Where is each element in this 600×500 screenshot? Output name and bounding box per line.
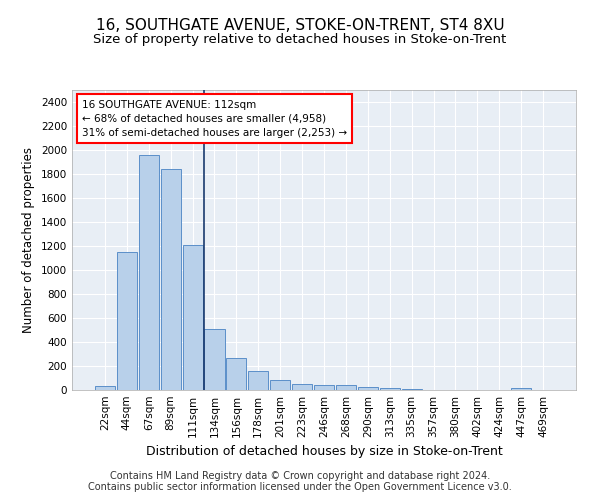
Bar — [117, 252, 137, 390]
Bar — [248, 372, 268, 390]
Bar — [292, 384, 312, 390]
Bar — [139, 155, 159, 390]
Text: 16 SOUTHGATE AVENUE: 112sqm
← 68% of detached houses are smaller (4,958)
31% of : 16 SOUTHGATE AVENUE: 112sqm ← 68% of det… — [82, 100, 347, 138]
Bar — [314, 384, 334, 390]
Bar — [161, 169, 181, 390]
Y-axis label: Number of detached properties: Number of detached properties — [22, 147, 35, 333]
Bar — [182, 245, 203, 390]
Bar — [336, 385, 356, 390]
Bar — [401, 389, 422, 390]
Bar — [95, 386, 115, 390]
Text: Contains HM Land Registry data © Crown copyright and database right 2024.
Contai: Contains HM Land Registry data © Crown c… — [88, 471, 512, 492]
Bar — [380, 388, 400, 390]
Bar — [226, 358, 247, 390]
Bar — [511, 388, 531, 390]
Bar — [358, 387, 378, 390]
Bar — [205, 329, 224, 390]
Text: Size of property relative to detached houses in Stoke-on-Trent: Size of property relative to detached ho… — [94, 32, 506, 46]
Bar — [270, 380, 290, 390]
Text: 16, SOUTHGATE AVENUE, STOKE-ON-TRENT, ST4 8XU: 16, SOUTHGATE AVENUE, STOKE-ON-TRENT, ST… — [95, 18, 505, 32]
X-axis label: Distribution of detached houses by size in Stoke-on-Trent: Distribution of detached houses by size … — [146, 446, 502, 458]
